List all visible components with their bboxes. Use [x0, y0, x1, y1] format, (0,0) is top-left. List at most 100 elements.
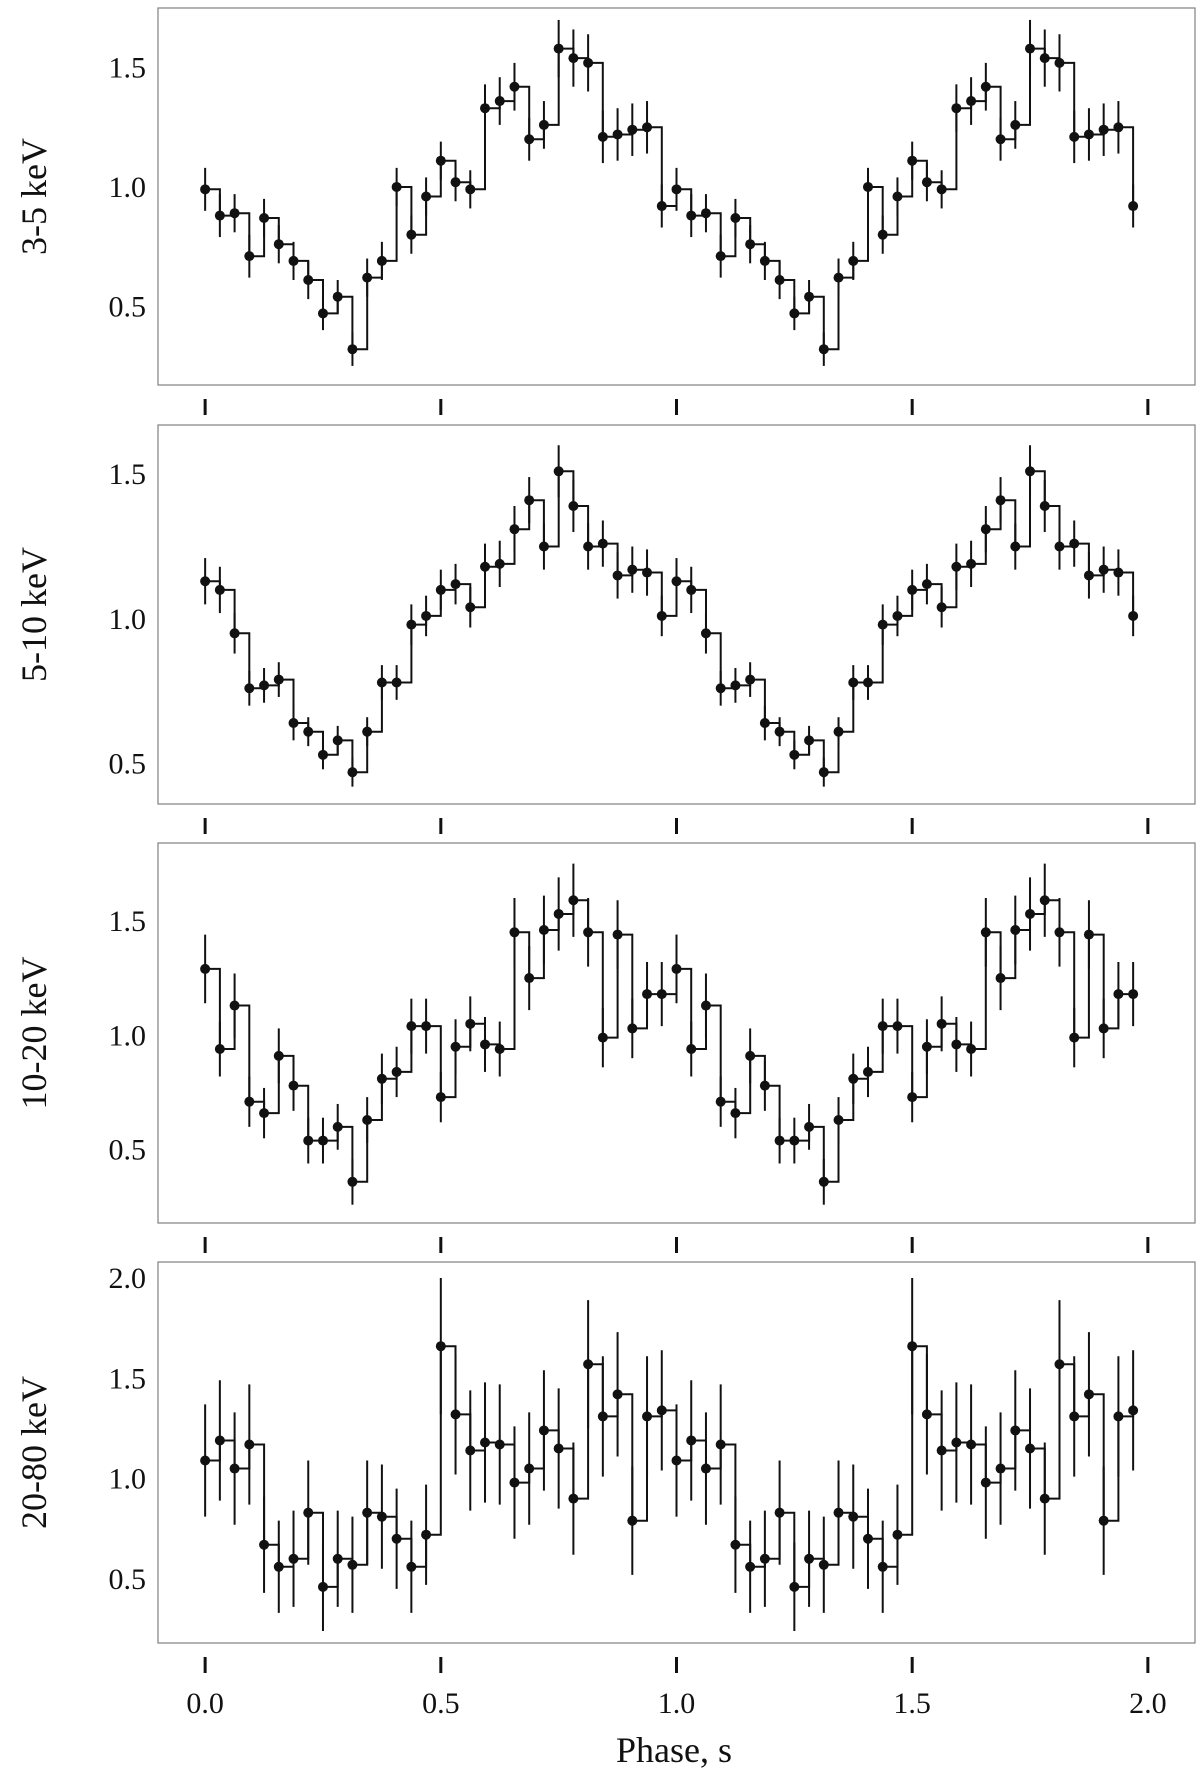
- data-point: [1083, 1389, 1094, 1400]
- data-point: [229, 628, 240, 639]
- data-point: [642, 989, 653, 1000]
- data-point: [214, 584, 225, 595]
- data-point: [450, 177, 461, 188]
- data-point: [774, 275, 785, 286]
- data-point: [273, 1561, 284, 1572]
- data-point: [244, 683, 255, 694]
- data-point: [833, 1114, 844, 1125]
- data-point: [921, 177, 932, 188]
- data-point: [848, 1073, 859, 1084]
- data-point: [1113, 989, 1124, 1000]
- data-point: [907, 584, 918, 595]
- data-point: [877, 229, 888, 240]
- data-point: [391, 1066, 402, 1077]
- data-point: [524, 134, 535, 145]
- data-point: [421, 191, 432, 202]
- data-point: [229, 208, 240, 219]
- data-point: [966, 1439, 977, 1450]
- data-point: [1098, 1515, 1109, 1526]
- data-point: [892, 1021, 903, 1032]
- data-point: [804, 1553, 815, 1564]
- data-point: [627, 564, 638, 575]
- data-point: [774, 1135, 785, 1146]
- data-point: [848, 255, 859, 266]
- panel-2: 0.5 1.0 1.5 5-10 keV: [14, 424, 1196, 834]
- data-point: [480, 1039, 491, 1050]
- data-point: [877, 619, 888, 630]
- data-point: [686, 584, 697, 595]
- data-point: [524, 1463, 535, 1474]
- data-point: [921, 1041, 932, 1052]
- data-point: [1054, 1359, 1065, 1370]
- data-point: [1010, 1425, 1021, 1436]
- data-point: [347, 767, 358, 778]
- data-point: [995, 973, 1006, 984]
- data-point: [421, 610, 432, 621]
- data-point: [1054, 541, 1065, 552]
- data-point: [892, 610, 903, 621]
- data-point: [288, 717, 299, 728]
- data-point: [656, 989, 667, 1000]
- data-point: [686, 210, 697, 221]
- data-point: [700, 1463, 711, 1474]
- data-point: [362, 1114, 373, 1125]
- data-point: [862, 677, 873, 688]
- data-point: [1025, 466, 1036, 477]
- data-point: [376, 1511, 387, 1522]
- data-point: [877, 1561, 888, 1572]
- data-point: [789, 1135, 800, 1146]
- data-point: [538, 541, 549, 552]
- data-point: [406, 229, 417, 240]
- data-point: [627, 1023, 638, 1034]
- data-point: [421, 1529, 432, 1540]
- data-point: [465, 602, 476, 613]
- data-point: [435, 1092, 446, 1103]
- data-point: [200, 963, 211, 974]
- data-point: [435, 155, 446, 166]
- data-point: [450, 1041, 461, 1052]
- data-point: [450, 579, 461, 590]
- data-point: [376, 677, 387, 688]
- data-point: [759, 717, 770, 728]
- data-point: [494, 1044, 505, 1055]
- panel-frame: [157, 7, 1196, 386]
- y-tick-label: 1.5: [109, 1362, 147, 1395]
- data-point: [980, 1477, 991, 1488]
- data-point: [509, 1477, 520, 1488]
- data-point: [818, 1176, 829, 1187]
- data-point: [1054, 927, 1065, 938]
- series-step-line: [205, 1345, 1135, 1588]
- data-point: [980, 524, 991, 535]
- data-point: [936, 1445, 947, 1456]
- data-point: [494, 1439, 505, 1450]
- data-point: [421, 1021, 432, 1032]
- data-point: [259, 212, 270, 223]
- data-point: [642, 567, 653, 578]
- data-point: [789, 308, 800, 319]
- data-point: [317, 308, 328, 319]
- data-point: [907, 1341, 918, 1352]
- data-point: [259, 1108, 270, 1119]
- data-point: [789, 1581, 800, 1592]
- panel-1: 0.5 1.0 1.5 3-5 keV: [14, 7, 1196, 415]
- data-point: [980, 927, 991, 938]
- data-point: [656, 201, 667, 212]
- data-point: [907, 1092, 918, 1103]
- data-point: [1069, 131, 1080, 142]
- data-point: [1039, 895, 1050, 906]
- data-point: [317, 749, 328, 760]
- data-point: [730, 212, 741, 223]
- data-point: [833, 1507, 844, 1518]
- data-point: [553, 1443, 564, 1454]
- data-point: [612, 929, 623, 940]
- data-point: [921, 1409, 932, 1420]
- data-point: [730, 1539, 741, 1550]
- data-point: [936, 184, 947, 195]
- data-point: [612, 1389, 623, 1400]
- data-point: [700, 1000, 711, 1011]
- data-point: [362, 272, 373, 283]
- data-point: [656, 1405, 667, 1416]
- data-point: [966, 558, 977, 569]
- data-point: [362, 726, 373, 737]
- x-axis-label: Phase, s: [616, 1730, 732, 1770]
